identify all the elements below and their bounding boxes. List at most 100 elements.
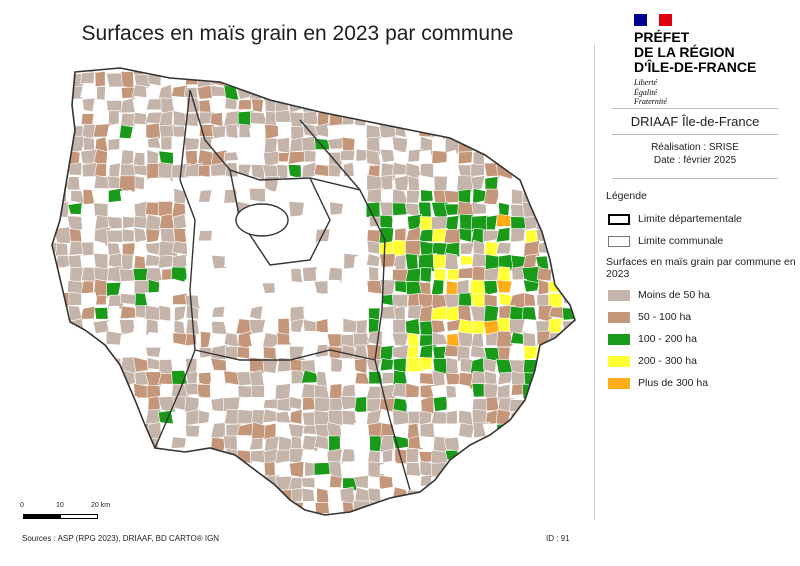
commune bbox=[470, 68, 487, 77]
commune bbox=[353, 268, 370, 283]
commune bbox=[70, 384, 85, 399]
commune bbox=[53, 462, 69, 477]
commune bbox=[561, 331, 575, 349]
commune bbox=[170, 68, 187, 73]
commune bbox=[534, 370, 550, 390]
commune bbox=[508, 137, 524, 153]
commune bbox=[420, 189, 434, 203]
commune bbox=[52, 292, 59, 308]
commune bbox=[458, 516, 472, 525]
commune bbox=[52, 371, 60, 386]
commune bbox=[577, 124, 590, 141]
commune bbox=[52, 280, 57, 295]
commune bbox=[524, 501, 538, 515]
commune bbox=[365, 386, 383, 400]
commune bbox=[251, 68, 266, 77]
commune bbox=[290, 318, 305, 334]
commune bbox=[224, 97, 238, 110]
commune bbox=[394, 123, 407, 138]
commune bbox=[432, 488, 448, 506]
commune bbox=[561, 190, 575, 204]
commune bbox=[391, 213, 411, 230]
commune bbox=[444, 252, 459, 272]
commune bbox=[406, 84, 420, 101]
commune bbox=[329, 68, 345, 76]
commune bbox=[562, 344, 575, 359]
commune bbox=[105, 281, 122, 297]
commune bbox=[30, 436, 47, 451]
commune bbox=[433, 96, 444, 117]
commune bbox=[366, 97, 382, 114]
legend-label: Plus de 300 ha bbox=[638, 377, 709, 389]
prefect-block: PRÉFET DE LA RÉGION D'ÎLE-DE-FRANCE bbox=[634, 30, 756, 75]
commune bbox=[95, 410, 111, 428]
commune bbox=[459, 241, 475, 255]
commune bbox=[200, 330, 212, 349]
commune bbox=[418, 356, 433, 370]
commune bbox=[93, 267, 111, 282]
commune bbox=[548, 68, 565, 75]
commune bbox=[172, 513, 188, 515]
commune bbox=[274, 187, 289, 207]
commune bbox=[521, 383, 541, 400]
commune bbox=[209, 383, 226, 398]
commune bbox=[588, 269, 590, 280]
commune bbox=[30, 85, 44, 99]
commune bbox=[550, 357, 565, 370]
commune bbox=[314, 68, 331, 74]
commune bbox=[432, 68, 449, 72]
commune bbox=[536, 513, 555, 515]
commune bbox=[470, 175, 486, 190]
commune bbox=[107, 175, 121, 189]
commune bbox=[548, 343, 566, 363]
commune bbox=[404, 68, 422, 75]
commune bbox=[133, 136, 150, 153]
commune bbox=[431, 319, 446, 335]
commune bbox=[314, 358, 330, 376]
commune bbox=[548, 239, 565, 257]
commune bbox=[353, 71, 369, 85]
commune bbox=[158, 255, 174, 269]
commune bbox=[535, 384, 550, 400]
commune bbox=[80, 343, 96, 361]
commune bbox=[52, 409, 57, 423]
divider bbox=[612, 178, 778, 179]
commune bbox=[237, 461, 251, 477]
commune bbox=[574, 512, 575, 515]
commune bbox=[54, 148, 71, 167]
commune bbox=[563, 174, 575, 190]
commune bbox=[302, 87, 318, 100]
commune bbox=[211, 305, 226, 318]
commune bbox=[521, 109, 538, 125]
commune bbox=[523, 399, 543, 411]
commune bbox=[31, 71, 42, 87]
commune bbox=[55, 357, 68, 372]
commune bbox=[30, 152, 43, 164]
commune bbox=[197, 396, 214, 414]
commune bbox=[52, 385, 57, 400]
commune bbox=[95, 425, 109, 440]
commune bbox=[249, 437, 264, 451]
commune bbox=[275, 502, 294, 515]
commune bbox=[261, 489, 281, 505]
commune bbox=[30, 412, 46, 422]
commune bbox=[275, 410, 291, 424]
commune bbox=[510, 331, 524, 345]
commune bbox=[406, 502, 421, 515]
commune bbox=[54, 371, 71, 389]
divider bbox=[612, 134, 778, 135]
commune bbox=[237, 500, 254, 515]
commune bbox=[560, 254, 575, 269]
commune bbox=[522, 514, 538, 515]
commune bbox=[508, 150, 524, 164]
commune bbox=[183, 137, 200, 151]
commune bbox=[250, 111, 268, 125]
commune bbox=[521, 410, 540, 427]
commune bbox=[574, 501, 575, 515]
commune bbox=[459, 396, 474, 416]
commune bbox=[94, 396, 110, 413]
commune bbox=[573, 305, 575, 321]
commune bbox=[120, 487, 138, 506]
commune bbox=[326, 96, 345, 113]
commune bbox=[420, 516, 434, 525]
